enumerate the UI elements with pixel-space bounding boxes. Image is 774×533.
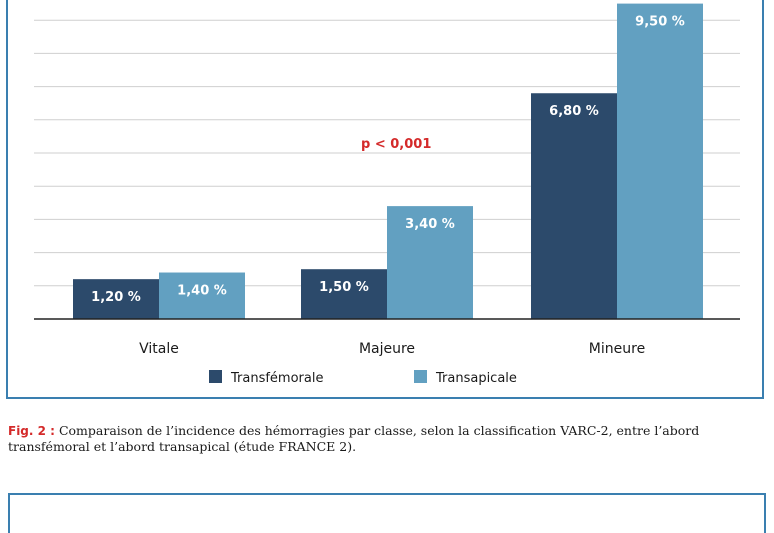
legend-label: Transfémorale [230, 371, 323, 386]
figure-caption: Fig. 2 : Comparaison de l’incidence des … [8, 423, 768, 455]
p-value-annotation: p < 0,001 [361, 137, 431, 152]
data-label: 6,80 % [549, 104, 599, 119]
data-label: 3,40 % [405, 217, 455, 232]
data-label: 1,20 % [91, 290, 141, 305]
next-figure-frame [8, 493, 766, 533]
legend-swatch [209, 370, 222, 383]
data-label: 9,50 % [635, 15, 685, 30]
category-labels: Vitale Majeure Mineure [139, 341, 645, 357]
data-label: 1,40 % [177, 284, 227, 299]
bar-transapicale-vitale [159, 272, 245, 319]
legend: Transfémorale Transapicale [209, 370, 517, 386]
data-label: 1,50 % [319, 280, 369, 295]
bar-chart: 1,20 % 1,40 % 1,50 % 3,40 % 6,80 % 9,50 % Vit… [34, 3, 740, 386]
bar-transfemorale-majeure [301, 269, 387, 319]
bars: 1,20 % 1,40 % 1,50 % 3,40 % 6,80 % 9,50 % [73, 3, 703, 320]
caption-text: Comparaison de l’incidence des hémorragi… [8, 423, 700, 454]
legend-swatch [414, 370, 427, 383]
category-label: Vitale [139, 341, 179, 357]
caption-prefix: Fig. 2 : [8, 424, 55, 438]
bar-transapicale-majeure [387, 206, 473, 319]
category-label: Majeure [359, 341, 415, 357]
bar-transfemorale-vitale [73, 279, 159, 319]
legend-label: Transapicale [435, 371, 517, 386]
bar-transfemorale-mineure [531, 93, 617, 320]
bar-transapicale-mineure [617, 3, 703, 319]
chart-frame [6, 0, 764, 399]
category-label: Mineure [589, 341, 645, 357]
